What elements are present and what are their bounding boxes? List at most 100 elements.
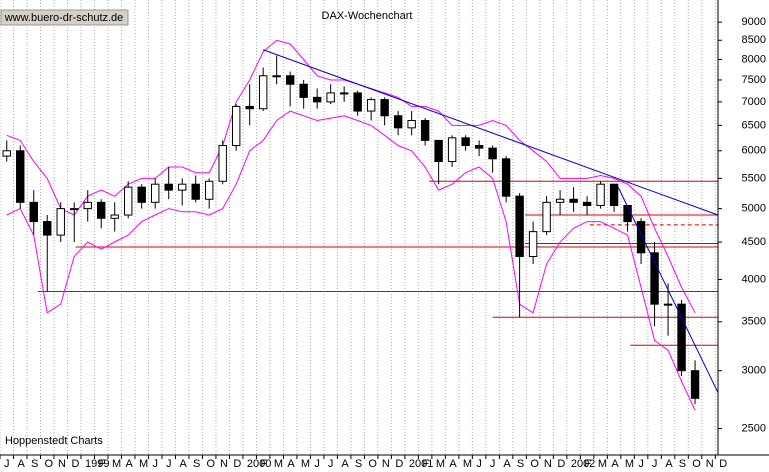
candle-body: [677, 303, 686, 372]
candle-body: [272, 75, 281, 78]
candle-body: [596, 183, 605, 206]
x-tick-label: N: [544, 458, 552, 470]
x-tick-label: J: [652, 458, 658, 470]
y-tick-label: 3000: [742, 365, 766, 377]
candle-body: [16, 150, 25, 203]
x-tick-label: F: [584, 458, 591, 470]
candle-body: [299, 83, 308, 98]
x-tick-label: M: [436, 458, 445, 470]
x-tick-label: S: [355, 458, 362, 470]
x-tick-label: N: [382, 458, 390, 470]
x-tick-label: J: [490, 458, 496, 470]
x-tick-label: A: [179, 458, 187, 470]
x-tick-label: J: [4, 458, 10, 470]
candle-body: [366, 99, 376, 112]
x-tick-label: J: [328, 458, 334, 470]
candle-body: [258, 75, 268, 110]
candle-body: [43, 221, 52, 236]
candle-body: [474, 145, 484, 149]
x-tick-label: J: [638, 458, 644, 470]
candle-body: [326, 92, 335, 103]
x-tick-label: M: [625, 458, 634, 470]
candle-body: [124, 186, 133, 216]
y-tick-label: 6500: [742, 119, 766, 131]
candle-body: [83, 201, 92, 210]
candle-body: [542, 201, 551, 233]
candle-body: [177, 183, 187, 191]
x-tick-label: O: [44, 458, 53, 470]
x-tick-label: 1999: [85, 458, 109, 470]
candle-body: [191, 183, 200, 200]
x-tick-label: A: [341, 458, 349, 470]
candle-body: [393, 115, 403, 129]
candle-body: [231, 105, 241, 147]
candle-body: [569, 198, 578, 203]
trend-line: [263, 49, 719, 216]
x-tick-label: A: [503, 458, 511, 470]
candle-body: [528, 231, 538, 257]
x-tick-label: S: [679, 458, 686, 470]
x-tick-label: D: [719, 458, 727, 470]
candle-body: [97, 201, 106, 219]
candle-body: [150, 183, 160, 203]
candle-body: [515, 195, 524, 257]
x-tick-label: 2002: [571, 458, 595, 470]
candle-body: [690, 370, 700, 399]
y-tick-label: 7500: [742, 74, 766, 86]
grid: [0, 0, 716, 455]
candle-body: [434, 139, 443, 163]
y-tick-label: 6000: [742, 145, 766, 157]
x-tick-label: A: [449, 458, 457, 470]
x-tick-label: M: [301, 458, 310, 470]
credit: Hoppenstedt Charts: [5, 435, 103, 447]
chart-title: DAX-Wochenchart: [322, 10, 413, 22]
candle-body: [488, 147, 497, 160]
x-tick-label: 2000: [247, 458, 271, 470]
candle-body: [56, 208, 65, 236]
x-tick-label: N: [58, 458, 66, 470]
x-tick-label: M: [139, 458, 148, 470]
x-tick-label: S: [193, 458, 200, 470]
candle-body: [501, 158, 511, 197]
candle-body: [636, 221, 646, 254]
x-tick-label: O: [530, 458, 539, 470]
x-tick-label: A: [665, 458, 673, 470]
x-tick-label: A: [125, 458, 133, 470]
candle-body: [29, 201, 38, 223]
x-tick-label: M: [463, 458, 472, 470]
candle-body: [164, 183, 173, 191]
x-tick-label: S: [31, 458, 38, 470]
trend-line: [617, 186, 719, 393]
y-tick-label: 9000: [742, 16, 766, 28]
y-tick-label: 3500: [742, 316, 766, 328]
candle-body: [447, 137, 457, 163]
x-tick-label: M: [112, 458, 121, 470]
y-tick-label: 5000: [742, 203, 766, 215]
x-tick-label: S: [517, 458, 524, 470]
source: www.buero-dr-schutz.de: [4, 12, 124, 24]
x-tick-label: J: [314, 458, 320, 470]
candle-body: [609, 183, 619, 206]
x-tick-label: D: [233, 458, 241, 470]
candle-body: [420, 120, 430, 141]
candle-body: [339, 92, 349, 95]
y-tick-label: 8000: [742, 53, 766, 65]
x-tick-label: J: [152, 458, 158, 470]
bollinger-band: [6, 110, 696, 411]
candle-body: [110, 214, 119, 219]
candle-body: [285, 75, 295, 85]
x-tick-label: A: [287, 458, 295, 470]
marks: [2, 39, 719, 411]
candle-body: [353, 92, 362, 112]
x-tick-label: M: [274, 458, 283, 470]
x-tick-label: O: [368, 458, 377, 470]
x-tick-label: D: [557, 458, 565, 470]
candle-body: [245, 105, 254, 110]
x-tick-label: M: [598, 458, 607, 470]
y-tick-label: 7000: [742, 96, 766, 108]
source-box: [0, 9, 129, 26]
x-tick-label: O: [206, 458, 215, 470]
